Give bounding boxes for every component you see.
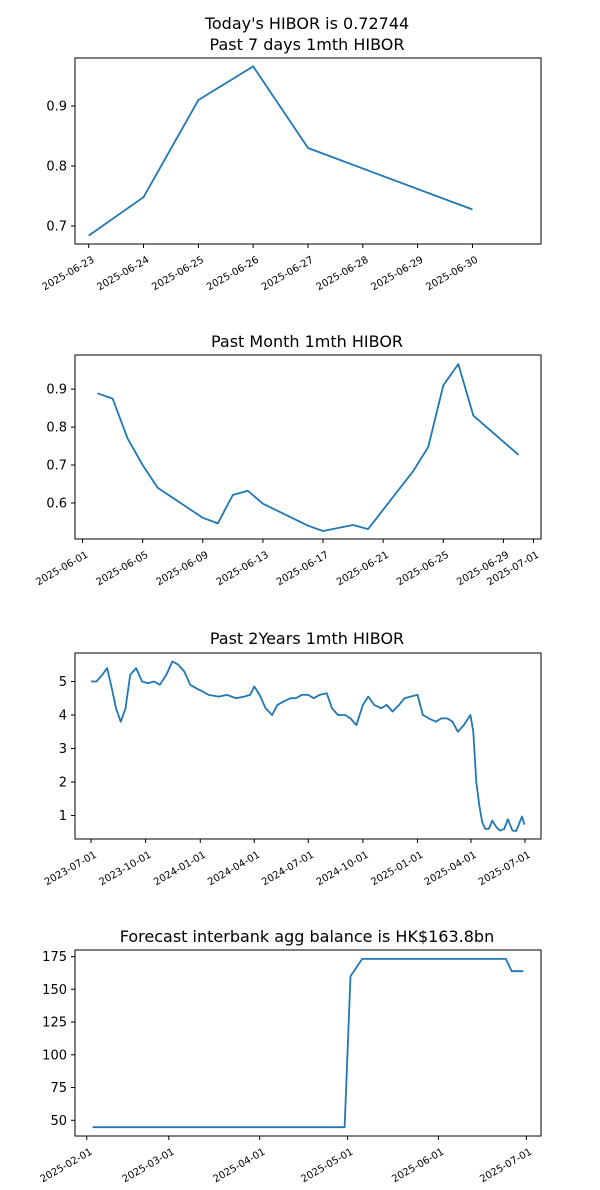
y-tick-label: 0.7 [46, 459, 67, 474]
y-tick-label: 0.7 [46, 220, 67, 235]
y-tick-label: 175 [42, 950, 67, 965]
x-tick-label: 2025-06-26 [205, 255, 261, 294]
x-tick-label: 2025-07-01 [478, 1147, 534, 1186]
x-tick-label: 2025-06-29 [370, 255, 426, 294]
chart-hibor-past-month: Past Month 1mth HIBOR 0.6 0.7 0.8 0.9 2025-… [34, 332, 542, 588]
y-tick-label: 3 [59, 742, 67, 757]
x-tick-label: 2025-07-01 [477, 850, 533, 889]
x-tick-label: 2025-06-28 [315, 255, 371, 294]
y-tick-label: 75 [50, 1081, 67, 1096]
plot-frame [74, 652, 542, 840]
x-tick-label: 2025-03-01 [121, 1147, 177, 1186]
x-tick-label: 2024-10-01 [315, 850, 371, 889]
x-tick-label: 2025-06-13 [215, 550, 271, 589]
plot-frame [74, 57, 542, 245]
x-tick-label: 2025-06-23 [41, 255, 97, 294]
series-line-agg-balance [92, 958, 524, 1129]
y-axis: 50 75 100 125 150 175 [42, 950, 75, 1129]
x-tick-label: 2025-01-01 [369, 850, 425, 889]
chart-interbank-agg-balance: Forecast interbank agg balance is HK$163… [39, 927, 542, 1185]
x-tick-label: 2025-06-17 [275, 550, 331, 589]
x-tick-label: 2025-06-21 [335, 550, 391, 589]
y-tick-label: 2 [59, 776, 67, 791]
y-tick-label: 5 [59, 675, 67, 690]
y-tick-label: 4 [59, 709, 67, 724]
x-tick-label: 2025-06-01 [34, 550, 90, 589]
y-tick-label: 125 [42, 1016, 67, 1031]
x-tick-label: 2025-06-25 [150, 255, 206, 294]
y-axis: 1 2 3 4 5 [59, 675, 75, 824]
x-tick-label: 2024-04-01 [206, 850, 262, 889]
y-tick-label: 100 [42, 1048, 67, 1063]
x-tick-label: 2025-06-30 [424, 255, 480, 294]
y-tick-label: 0.9 [46, 100, 67, 115]
plot-frame [74, 949, 542, 1137]
x-tick-label: 2023-10-01 [98, 850, 154, 889]
chart-title: Past Month 1mth HIBOR [211, 332, 403, 351]
series-line-1mth-hibor [97, 363, 520, 532]
y-tick-label: 0.9 [46, 383, 67, 398]
y-tick-label: 0.8 [46, 421, 67, 436]
x-tick-label: 2025-06-27 [260, 255, 316, 294]
chart-title: Past 2Years 1mth HIBOR [210, 629, 404, 648]
x-axis: 2025-06-01 2025-06-05 2025-06-09 2025-06-13… [34, 539, 541, 588]
x-axis: 2025-06-232025-06-242025-06-252025-06-26… [41, 244, 480, 294]
data-points [91, 661, 524, 831]
y-tick-label: 0.8 [46, 160, 67, 175]
y-axis: 0.7 0.8 0.9 [46, 100, 75, 235]
x-tick-label: 2025-06-24 [95, 255, 151, 294]
y-tick-label: 1 [59, 809, 67, 824]
y-axis: 0.6 0.7 0.8 0.9 [46, 383, 75, 511]
x-tick-label: 2025-06-01 [390, 1147, 446, 1186]
series-line-1mth-hibor [91, 660, 526, 832]
y-tick-label: 0.6 [46, 496, 67, 511]
plot-frame [74, 354, 542, 540]
x-tick-label: 2024-07-01 [260, 850, 316, 889]
x-tick-label: 2025-05-01 [299, 1147, 355, 1186]
x-axis: 2023-07-012023-10-012024-01-012024-04-01… [43, 839, 533, 888]
x-tick-label: 2025-04-01 [212, 1147, 268, 1186]
data-points [93, 959, 524, 1127]
x-tick-label: 2025-02-01 [39, 1147, 95, 1186]
data-points [97, 364, 518, 531]
chart-title-line-2: Past 7 days 1mth HIBOR [210, 35, 405, 54]
chart-hibor-7-days: Today's HIBOR is 0.72744 Past 7 days 1mt… [41, 14, 542, 294]
chart-title: Forecast interbank agg balance is HK$163… [120, 927, 494, 946]
y-tick-label: 50 [50, 1114, 67, 1129]
x-axis: 2025-02-01 2025-03-01 2025-04-01 2025-05-01… [39, 1136, 534, 1185]
x-tick-label: 2023-07-01 [43, 850, 99, 889]
chart-title-line-1: Today's HIBOR is 0.72744 [204, 14, 409, 33]
x-tick-label: 2025-06-09 [155, 550, 211, 589]
y-tick-label: 150 [42, 983, 67, 998]
series-line-1mth-hibor [88, 65, 473, 237]
data-points [89, 66, 473, 235]
x-tick-label: 2025-06-05 [95, 550, 151, 589]
x-tick-label: 2024-01-01 [152, 850, 208, 889]
x-tick-label: 2025-04-01 [423, 850, 479, 889]
x-tick-label: 2025-06-25 [395, 550, 451, 589]
